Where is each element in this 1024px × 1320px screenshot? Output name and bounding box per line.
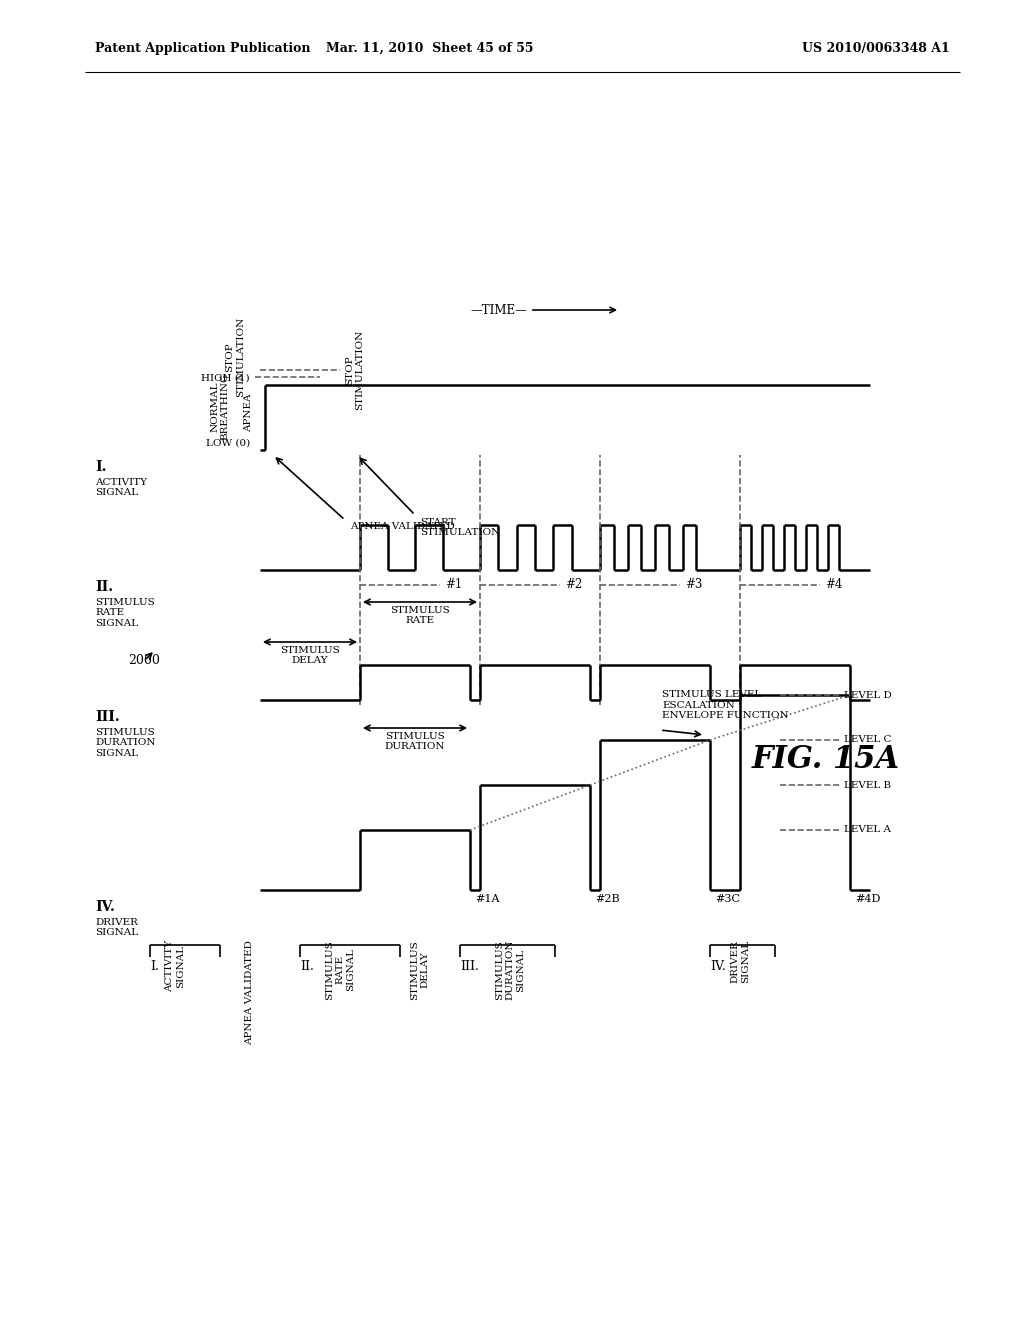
Text: START
STIMULATION: START STIMULATION — [420, 517, 501, 537]
Text: II.: II. — [300, 960, 314, 973]
Text: #3: #3 — [685, 578, 702, 591]
Text: STIMULUS
DURATION
SIGNAL: STIMULUS DURATION SIGNAL — [495, 940, 525, 1001]
Text: APNEA VALIDATED: APNEA VALIDATED — [246, 940, 255, 1045]
Text: LOW (0): LOW (0) — [206, 440, 250, 447]
Text: #4D: #4D — [855, 894, 881, 904]
Text: #2: #2 — [565, 578, 583, 591]
Text: ACTIVITY
SIGNAL: ACTIVITY SIGNAL — [165, 940, 184, 993]
Text: 2060: 2060 — [128, 653, 160, 667]
Text: APNEA VALIDATED: APNEA VALIDATED — [350, 521, 455, 531]
Text: Mar. 11, 2010  Sheet 45 of 55: Mar. 11, 2010 Sheet 45 of 55 — [327, 42, 534, 55]
Text: Patent Application Publication: Patent Application Publication — [95, 42, 310, 55]
Text: III.: III. — [460, 960, 479, 973]
Text: STIMULUS LEVEL
ESCALATION
ENVELOPE FUNCTION: STIMULUS LEVEL ESCALATION ENVELOPE FUNCT… — [662, 690, 788, 719]
Text: STIMULUS
RATE
SIGNAL: STIMULUS RATE SIGNAL — [95, 598, 155, 628]
Text: LEVEL A: LEVEL A — [844, 825, 891, 834]
Text: I.: I. — [95, 459, 106, 474]
Text: #2B: #2B — [595, 894, 620, 904]
Text: IV.: IV. — [95, 900, 115, 913]
Text: APNEA: APNEA — [244, 393, 253, 432]
Text: LEVEL C: LEVEL C — [844, 735, 892, 744]
Text: STIMULUS
DURATION
SIGNAL: STIMULUS DURATION SIGNAL — [95, 729, 156, 758]
Text: DRIVER
SIGNAL: DRIVER SIGNAL — [730, 940, 750, 983]
Text: HIGH (1): HIGH (1) — [202, 374, 250, 383]
Text: ACTIVITY
SIGNAL: ACTIVITY SIGNAL — [95, 478, 147, 498]
Text: US 2010/0063348 A1: US 2010/0063348 A1 — [802, 42, 950, 55]
Text: IV.: IV. — [710, 960, 726, 973]
Text: #3C: #3C — [715, 894, 740, 904]
Text: STIMULUS
DURATION: STIMULUS DURATION — [385, 733, 445, 751]
Text: NORMAL
BREATHING: NORMAL BREATHING — [210, 372, 229, 440]
Text: #1A: #1A — [475, 894, 500, 904]
Text: DRIVER
SIGNAL: DRIVER SIGNAL — [95, 917, 138, 937]
Text: III.: III. — [95, 710, 120, 723]
Text: STOP
STIMULATION: STOP STIMULATION — [225, 317, 245, 397]
Text: LEVEL B: LEVEL B — [844, 780, 891, 789]
Text: II.: II. — [95, 579, 113, 594]
Text: STOP
STIMULATION: STOP STIMULATION — [345, 330, 365, 411]
Text: —TIME—: —TIME— — [470, 304, 527, 317]
Text: STIMULUS
DELAY: STIMULUS DELAY — [411, 940, 430, 999]
Text: STIMULUS
DELAY: STIMULUS DELAY — [281, 645, 340, 665]
Text: #4: #4 — [825, 578, 843, 591]
Text: STIMULUS
RATE
SIGNAL: STIMULUS RATE SIGNAL — [325, 940, 355, 999]
Text: STIMULUS
RATE: STIMULUS RATE — [390, 606, 450, 626]
Text: #1: #1 — [445, 578, 462, 591]
Text: LEVEL D: LEVEL D — [844, 690, 892, 700]
Text: I.: I. — [150, 960, 159, 973]
Text: FIG. 15A: FIG. 15A — [752, 744, 900, 776]
